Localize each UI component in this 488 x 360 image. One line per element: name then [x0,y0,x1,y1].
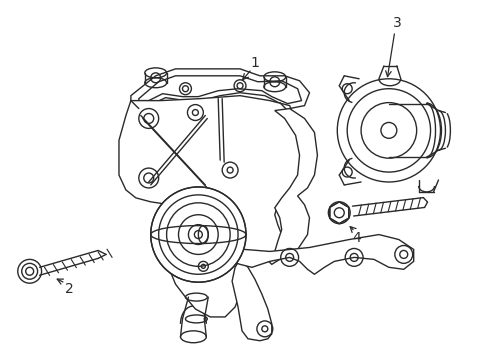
Polygon shape [220,235,413,274]
Text: 2: 2 [65,282,74,296]
Polygon shape [329,202,348,224]
Text: 4: 4 [352,230,361,244]
Text: 3: 3 [392,16,400,30]
Circle shape [150,187,245,282]
Polygon shape [232,260,271,341]
Text: 1: 1 [250,56,259,70]
Polygon shape [274,109,317,260]
Polygon shape [119,96,311,317]
Polygon shape [131,69,309,109]
